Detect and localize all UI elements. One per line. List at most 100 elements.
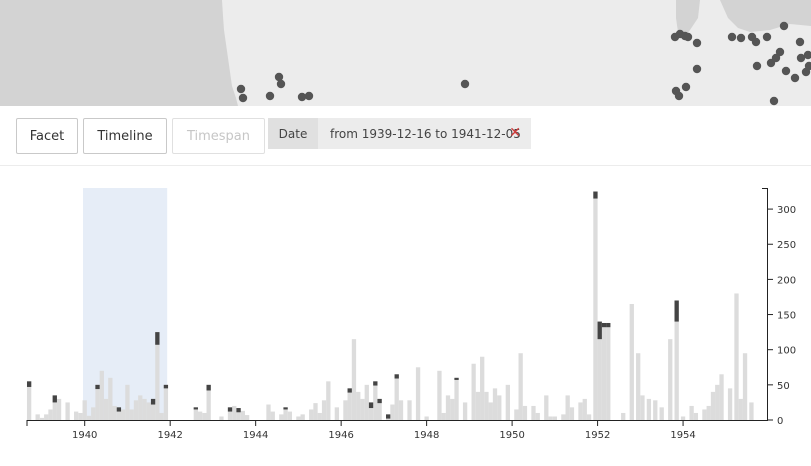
chart-bar — [552, 416, 557, 420]
map-marker — [274, 72, 284, 82]
x-tick-label: 1940 — [72, 430, 97, 441]
map-marker — [752, 61, 762, 71]
chart-bar — [689, 405, 694, 420]
chart-bar-highlight — [150, 398, 156, 405]
chart-bar — [351, 339, 357, 420]
chart-bar — [424, 416, 429, 420]
chart-bar — [313, 403, 318, 420]
chart-bar — [488, 402, 493, 420]
chart-bar — [586, 414, 592, 420]
map-marker — [692, 38, 702, 48]
chart-bar — [629, 304, 634, 420]
selection-band — [82, 188, 168, 420]
chart-bar-highlight — [368, 402, 374, 409]
facet-button[interactable]: Facet — [16, 118, 78, 154]
x-tick-label: 1946 — [328, 430, 353, 441]
chart-bar — [142, 398, 147, 420]
chart-bar — [674, 300, 679, 420]
chart-bar — [236, 408, 241, 420]
chart-bar — [334, 407, 340, 420]
chart-bar — [146, 402, 151, 420]
x-tick-label: 1954 — [670, 430, 695, 441]
toolbar: Facet Timeline Timespan Date from 1939-1… — [0, 106, 811, 166]
chart-bar — [394, 374, 399, 420]
chart-bar — [636, 353, 641, 420]
filter-value: from 1939-12-16 to 1941-12-05 ✕ — [318, 118, 531, 149]
chart-bar — [702, 409, 707, 420]
chart-bar-highlight — [155, 332, 160, 345]
chart-bar — [437, 370, 442, 420]
map-marker — [265, 91, 275, 101]
chart-bar — [407, 400, 412, 420]
close-icon[interactable]: ✕ — [509, 125, 521, 141]
chart-bar-highlight — [601, 322, 607, 328]
chart-bar — [368, 402, 374, 420]
chart-bar — [749, 402, 754, 420]
chart-bar — [522, 405, 528, 420]
chart-bar-highlight — [116, 407, 122, 412]
map-marker — [460, 79, 470, 89]
map-marker — [692, 64, 702, 74]
chart-bar — [398, 400, 404, 420]
chart-bar — [450, 398, 455, 420]
chart-bar — [227, 407, 233, 420]
timeline-chart[interactable]: 1940 1942 1944 1946 1948 1950 1952 1954 0 50 100 15… — [0, 166, 811, 466]
chart-bar — [706, 405, 711, 420]
chart-bar — [309, 409, 314, 420]
chart-bar — [99, 370, 104, 420]
map-marker — [790, 73, 800, 83]
timeline-button[interactable]: Timeline — [83, 118, 167, 154]
map-marker — [771, 53, 781, 63]
map-marker — [751, 37, 761, 47]
chart-bar — [82, 400, 87, 420]
timespan-button[interactable]: Timespan — [172, 118, 265, 154]
chart-bar — [360, 398, 365, 420]
chart-bar-highlight — [606, 322, 611, 328]
chart-bar-highlight — [227, 407, 233, 412]
chart-bar — [125, 384, 130, 420]
chart-bar — [601, 322, 607, 420]
chart-bar-highlight — [386, 414, 391, 419]
chart-bar — [206, 384, 211, 420]
chart-bar — [597, 321, 602, 420]
chart-bar — [471, 363, 476, 420]
map-marker — [795, 37, 805, 47]
map-panel[interactable] — [0, 0, 811, 106]
chart-bar — [300, 414, 305, 420]
chart-bar — [56, 398, 62, 420]
chart-bar-highlight — [593, 191, 598, 199]
chart-bar — [373, 381, 378, 420]
chart-bar — [415, 367, 421, 420]
map-marker — [727, 32, 737, 42]
map-marker — [238, 93, 248, 103]
chart-bar — [116, 407, 122, 420]
chart-bar — [129, 409, 134, 420]
chart-bar — [232, 405, 237, 420]
filter-value-text: from 1939-12-16 to 1941-12-05 — [330, 126, 521, 141]
chart-bar-highlight — [26, 381, 32, 387]
chart-bar — [518, 353, 523, 420]
chart-bar — [155, 332, 160, 420]
chart-bar — [454, 377, 459, 420]
chart-bar — [347, 388, 352, 420]
chart-bar — [364, 384, 369, 420]
chart-bar — [266, 404, 271, 420]
chart-bar — [548, 416, 553, 420]
chart-bar — [492, 388, 498, 420]
map-marker — [681, 82, 691, 92]
chart-bar — [296, 416, 301, 420]
chart-bar-highlight — [454, 377, 459, 380]
date-filter-chip: Date from 1939-12-16 to 1941-12-05 ✕ — [268, 118, 531, 149]
chart-bar-highlight — [236, 408, 241, 413]
chart-bar — [497, 395, 502, 420]
chart-bar — [52, 395, 57, 420]
chart-bar — [35, 414, 40, 420]
y-tick-label: 150 — [777, 311, 796, 322]
chart-bar — [653, 400, 658, 420]
chart-bar — [270, 411, 275, 420]
chart-bar — [390, 404, 395, 420]
chart-bar-highlight — [206, 384, 211, 391]
chart-bar — [462, 402, 468, 420]
chart-bar — [668, 339, 673, 420]
chart-bar — [377, 398, 382, 420]
